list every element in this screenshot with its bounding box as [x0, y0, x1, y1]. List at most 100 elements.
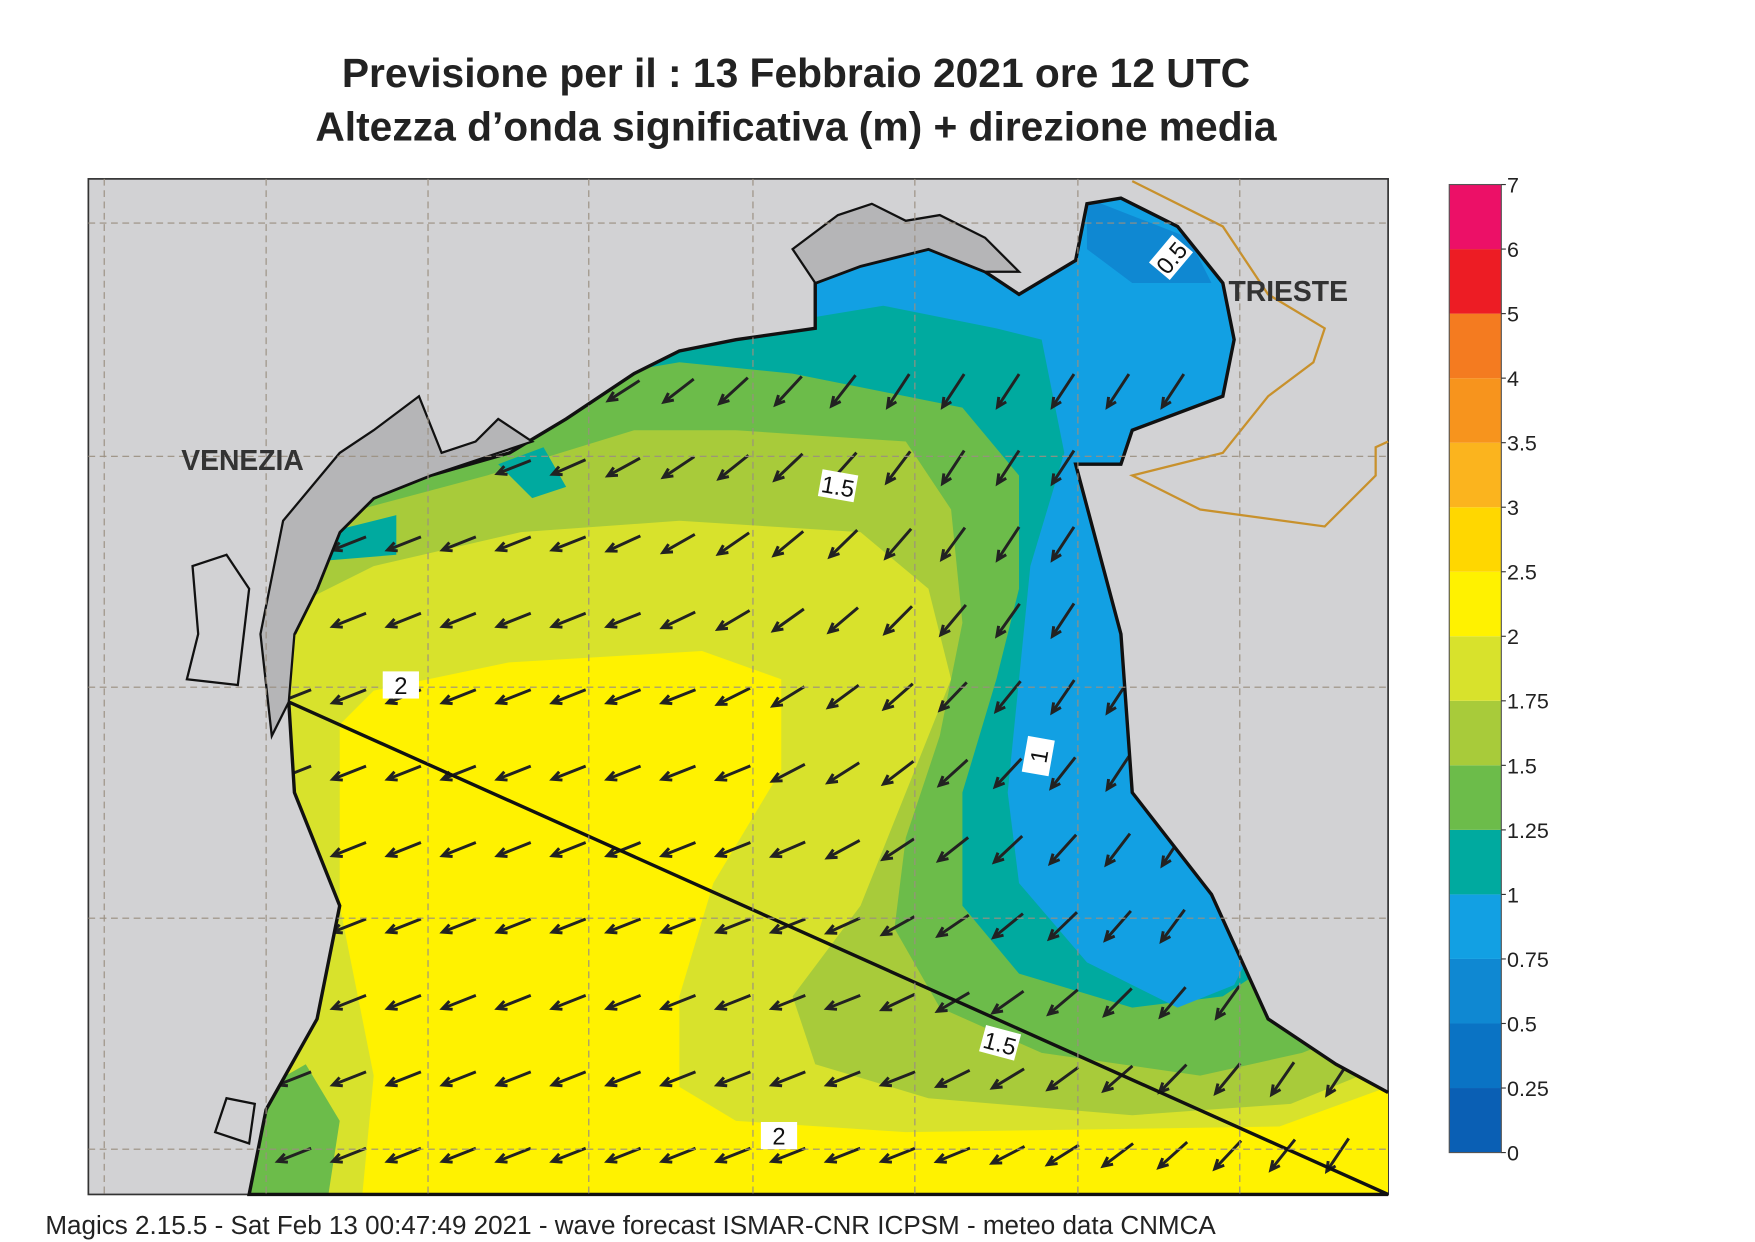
direction-arrow	[823, 994, 861, 1011]
direction-arrow	[384, 994, 422, 1011]
graticule	[88, 178, 1389, 1195]
colorbar-label: 1.75	[1507, 690, 1549, 714]
direction-arrow	[768, 840, 806, 859]
direction-arrow	[714, 609, 751, 631]
colorbar-label: 0.75	[1507, 948, 1549, 972]
direction-arrow	[773, 375, 803, 408]
direction-arrow	[659, 533, 696, 555]
wave-band	[339, 651, 1389, 1195]
direction-arrow	[1214, 985, 1241, 1021]
direction-arrow	[933, 1146, 971, 1164]
direction-arrow	[329, 1146, 367, 1164]
direction-arrow	[990, 912, 1024, 940]
direction-arrow	[494, 917, 532, 935]
direction-arrow	[883, 527, 913, 561]
contour-label: 2	[760, 1121, 798, 1151]
direction-arrow	[823, 1070, 861, 1088]
direction-arrow	[384, 1146, 422, 1164]
direction-arrow	[329, 994, 367, 1011]
direction-arrow	[494, 1070, 532, 1088]
direction-arrow	[329, 611, 367, 629]
direction-arrow	[658, 1146, 697, 1164]
direction-arrow	[439, 611, 477, 629]
contour-label: 1.5	[817, 469, 859, 503]
direction-arrow	[1160, 373, 1186, 410]
direction-arrow	[494, 535, 532, 553]
colorbar-label: 7	[1507, 173, 1519, 197]
colorbar-label: 6	[1507, 238, 1519, 262]
direction-arrow	[713, 764, 751, 782]
direction-arrow	[661, 377, 695, 405]
direction-arrow	[439, 688, 477, 706]
direction-arrow	[1050, 526, 1076, 563]
direction-arrow	[1103, 909, 1132, 943]
colorbar-label: 0.25	[1507, 1077, 1549, 1101]
direction-arrow	[1105, 755, 1131, 792]
direction-arrow	[990, 989, 1025, 1015]
direction-arrow	[1268, 1138, 1297, 1173]
direction-arrow	[714, 686, 751, 706]
direction-arrow	[1050, 602, 1076, 640]
direction-arrow	[494, 841, 532, 858]
contour-label: 1	[1021, 735, 1055, 777]
colorbar-segment	[1449, 571, 1502, 637]
colorbar-label: 3	[1507, 496, 1519, 520]
direction-arrow	[878, 992, 916, 1012]
direction-arrow	[1212, 1139, 1243, 1172]
direction-arrow	[549, 458, 587, 477]
city-label: VENEZIA	[181, 444, 304, 476]
direction-arrow	[549, 764, 587, 782]
direction-arrow	[768, 994, 806, 1011]
direction-arrow	[823, 1146, 861, 1164]
contour-label-bg	[1021, 735, 1055, 777]
colorbar-label: 1	[1507, 883, 1519, 907]
contour-label: 1.5	[979, 1024, 1022, 1062]
direction-arrow	[1105, 373, 1131, 410]
contour-label-text: 2	[394, 673, 407, 700]
direction-arrow	[713, 994, 751, 1011]
contour-label-bg	[760, 1121, 798, 1150]
direction-arrow	[995, 526, 1021, 563]
direction-arrow	[549, 1070, 587, 1088]
direction-arrow	[769, 762, 806, 783]
direction-arrow	[1158, 986, 1187, 1020]
direction-arrow	[1050, 449, 1076, 487]
direction-arrow	[1049, 756, 1077, 791]
direction-arrow	[769, 685, 806, 708]
contour-label-text: 2	[772, 1124, 785, 1151]
direction-arrow	[716, 454, 750, 481]
direction-arrow	[1100, 1142, 1134, 1169]
direction-arrow	[934, 991, 971, 1013]
direction-arrow	[494, 994, 532, 1011]
direction-arrow	[938, 604, 967, 638]
direction-arrow	[878, 1146, 916, 1164]
direction-arrow	[549, 994, 587, 1011]
direction-arrow	[992, 757, 1023, 790]
direction-arrow	[880, 837, 915, 862]
direction-arrow	[1045, 1066, 1080, 1092]
colorbar-label: 4	[1507, 367, 1519, 391]
direction-arrow	[824, 839, 861, 860]
direction-arrow	[494, 611, 532, 629]
direction-arrow	[604, 456, 641, 478]
direction-arrow	[605, 379, 641, 403]
colorbar-segment	[1449, 958, 1502, 1024]
direction-arrow	[825, 683, 860, 710]
colorbar-label: 1.25	[1507, 819, 1549, 843]
colorbar-label: 2	[1507, 625, 1519, 649]
direction-arrow	[885, 373, 911, 410]
direction-arrow	[549, 688, 587, 706]
subtitle: Altezza d’onda significativa (m) + direz…	[315, 103, 1277, 149]
coastline	[247, 196, 1389, 1197]
direction-arrow	[1159, 908, 1186, 945]
colorbar-label: 0.5	[1507, 1012, 1537, 1036]
direction-arrow	[549, 841, 587, 858]
direction-arrow	[494, 459, 532, 476]
direction-arrow	[989, 1067, 1025, 1090]
direction-arrow	[604, 534, 641, 553]
direction-arrow	[1269, 1061, 1296, 1098]
direction-arrow	[939, 526, 967, 563]
colorbar-label: 3.5	[1507, 432, 1537, 456]
direction-arrow	[933, 1069, 971, 1088]
